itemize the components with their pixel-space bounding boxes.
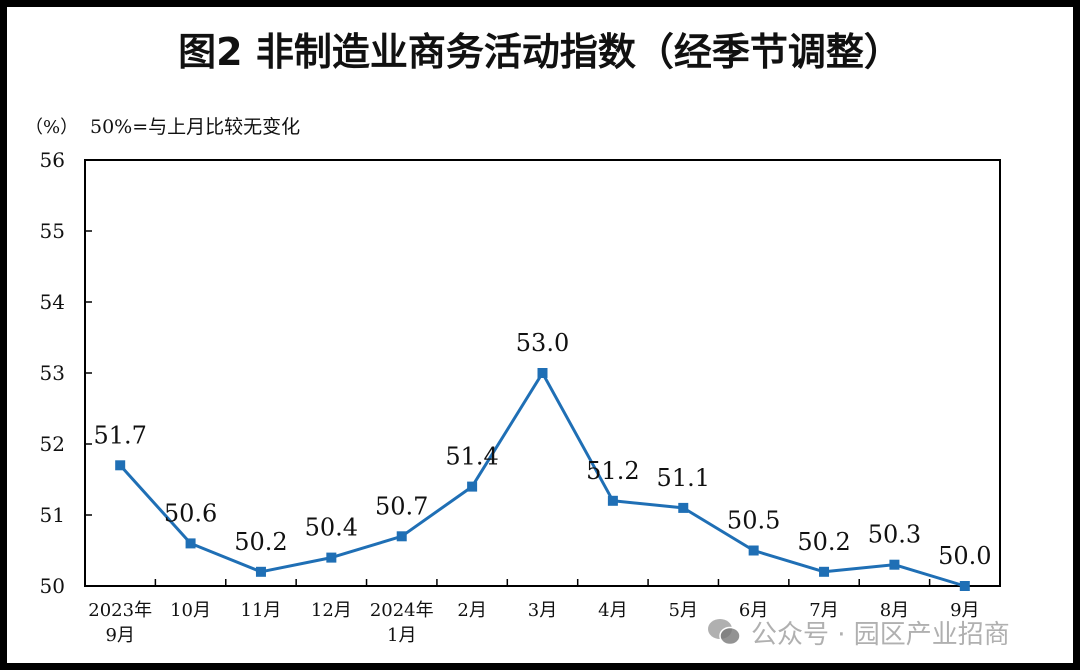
- data-point: [396, 531, 407, 542]
- x-tick-label: 5月: [669, 600, 698, 621]
- data-label: 53.0: [516, 329, 569, 357]
- y-unit-label: （%）: [25, 117, 78, 138]
- data-label: 50.2: [797, 528, 850, 556]
- x-tick-label: 2023年: [88, 600, 152, 621]
- data-point: [748, 545, 759, 556]
- x-tick-label: 1月: [387, 625, 416, 646]
- data-point: [185, 538, 196, 549]
- y-tick-label: 55: [40, 219, 65, 243]
- data-point: [959, 581, 970, 591]
- x-tick-label: 2024年: [370, 600, 434, 621]
- watermark: 公众号 · 园区产业招商: [707, 612, 1010, 652]
- data-label: 51.4: [445, 443, 498, 471]
- x-tick-label: 2月: [457, 600, 486, 621]
- x-tick-label: 9月: [105, 625, 134, 646]
- x-tick-label: 12月: [311, 600, 352, 621]
- x-tick-label: 7月: [809, 600, 838, 621]
- series-line: [115, 368, 970, 591]
- data-label: 50.0: [938, 542, 991, 570]
- data-point: [326, 552, 337, 563]
- chart-note: 50%=与上月比较无变化: [90, 116, 300, 138]
- y-tick-label: 51: [40, 503, 65, 527]
- y-axis: 50 51 52 53 54 55 56: [40, 148, 92, 598]
- data-point: [889, 559, 900, 570]
- data-point: [819, 566, 830, 577]
- data-label: 50.3: [868, 521, 921, 549]
- data-label: 50.5: [727, 507, 780, 535]
- x-tick-label: 6月: [739, 600, 768, 621]
- y-tick-label: 56: [40, 148, 65, 172]
- data-point: [467, 481, 478, 492]
- x-tick-label: 4月: [598, 600, 627, 621]
- data-point: [607, 495, 618, 506]
- data-label: 50.4: [305, 514, 358, 542]
- data-label: 50.7: [375, 492, 428, 520]
- data-point: [115, 460, 126, 471]
- y-tick-label: 52: [40, 432, 65, 456]
- watermark-text: 公众号 · 园区产业招商: [751, 619, 1010, 650]
- data-label: 50.6: [164, 499, 217, 527]
- data-label: 50.2: [234, 528, 287, 556]
- x-tick-label: 8月: [880, 600, 909, 621]
- y-tick-label: 50: [40, 574, 65, 598]
- data-label: 51.7: [93, 421, 146, 449]
- data-label: 51.2: [586, 457, 639, 485]
- data-point: [255, 566, 266, 577]
- line-chart: 图2 非制造业商务活动指数（经季节调整） （%） 50%=与上月比较无变化 50…: [25, 30, 1001, 646]
- y-tick-label: 54: [40, 290, 65, 314]
- data-point: [678, 502, 689, 513]
- x-axis: 2023年 9月 10月 11月 12月 2024年 1月 2月 3月 4月 5月 6月 7月 8月 9月: [88, 579, 980, 646]
- x-tick-label: 9月: [950, 600, 979, 621]
- chart-frame: 图2 非制造业商务活动指数（经季节调整） （%） 50%=与上月比较无变化 50…: [7, 7, 1073, 663]
- data-label: 51.1: [657, 464, 710, 492]
- chart-title: 图2 非制造业商务活动指数（经季节调整）: [178, 30, 902, 74]
- data-labels: 51.7 50.6 50.2 50.4 50.7 51.4 53.0 51.2 51.1 50.5…: [93, 329, 991, 570]
- x-tick-label: 10月: [170, 600, 211, 621]
- x-tick-label: 3月: [528, 600, 557, 621]
- y-tick-label: 53: [40, 361, 65, 385]
- data-point: [537, 368, 548, 378]
- wechat-icon: [708, 619, 741, 646]
- x-tick-label: 11月: [241, 600, 282, 621]
